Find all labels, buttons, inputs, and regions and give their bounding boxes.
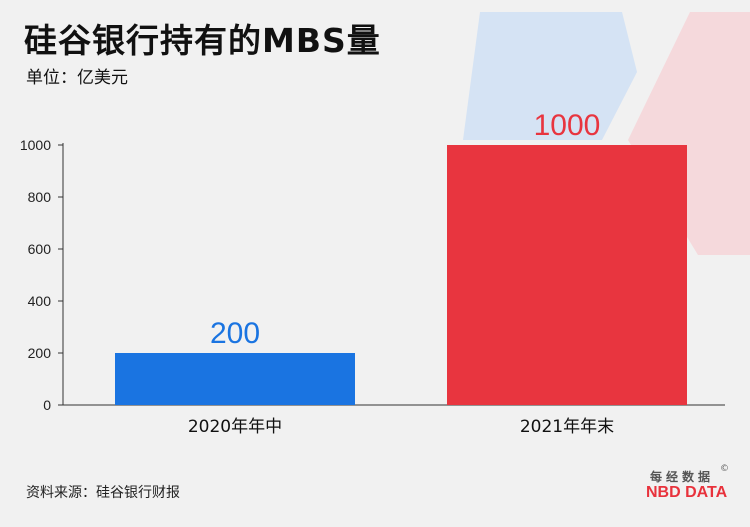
copyright-icon: © xyxy=(720,464,729,474)
nbd-data-logo: 每经数据 © NBD DATA xyxy=(644,464,736,508)
unit-label: 单位：亿美元 xyxy=(26,68,128,88)
y-tick-label: 800 xyxy=(28,189,52,205)
bar-value-label: 1000 xyxy=(534,109,601,142)
x-tick-label: 2021年年末 xyxy=(520,417,614,437)
source-note: 资料来源：硅谷银行财报 xyxy=(26,485,180,501)
y-tick-label: 200 xyxy=(28,345,52,361)
bar xyxy=(115,353,355,405)
y-tick-label: 600 xyxy=(28,241,52,257)
bar-value-label: 200 xyxy=(210,317,260,350)
y-tick-label: 1000 xyxy=(20,137,51,153)
bar xyxy=(447,145,687,405)
y-tick-label: 0 xyxy=(43,397,51,413)
y-tick-label: 400 xyxy=(28,293,52,309)
blue-parallelogram-shape xyxy=(463,12,637,140)
red-parallelogram-shape xyxy=(628,12,750,255)
logo-chinese-text: 每经数据 xyxy=(650,470,715,484)
chart-title: 硅谷银行持有的MBS量 xyxy=(24,21,381,60)
logo-english-text: NBD DATA xyxy=(646,484,728,501)
x-tick-label: 2020年年中 xyxy=(188,417,282,437)
